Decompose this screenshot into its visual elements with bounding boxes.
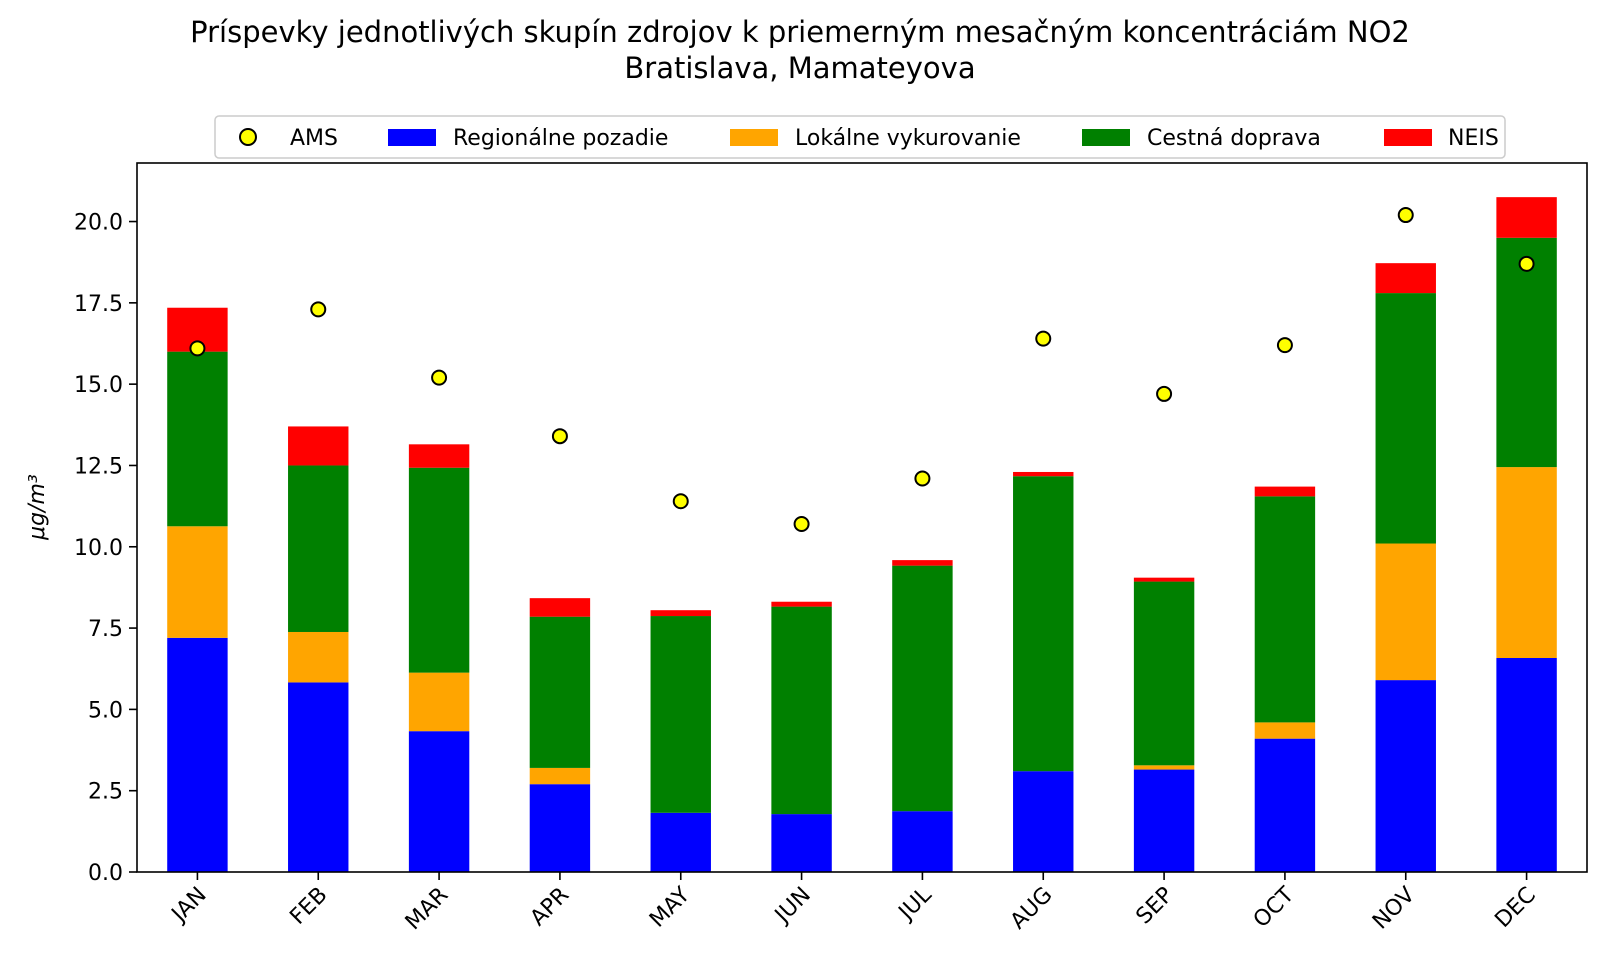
bar-aug-series-3 (1013, 476, 1074, 772)
bar-jan-series-2 (167, 526, 228, 638)
legend-swatch-2 (730, 129, 778, 146)
y-tick-label: 0.0 (88, 861, 123, 886)
legend-swatch-1 (388, 129, 436, 146)
legend-label-2: Lokálne vykurovanie (795, 126, 1021, 151)
bar-jun-series-4 (771, 601, 832, 607)
y-tick-label: 10.0 (74, 536, 123, 561)
bar-feb-series-3 (288, 465, 349, 632)
bar-sep-series-4 (1133, 577, 1195, 582)
y-tick-label: 5.0 (88, 698, 123, 723)
ams-point-feb (310, 301, 327, 318)
plot-frame (136, 162, 1588, 873)
bar-aug-series-4 (1013, 471, 1074, 477)
x-tick-label-nov: NOV (1368, 883, 1420, 935)
ams-point-apr (551, 428, 568, 445)
legend-box (214, 115, 1506, 159)
y-tick-label: 7.5 (88, 617, 123, 642)
ams-point-jul (914, 470, 931, 487)
y-tick-label: 17.5 (74, 292, 123, 317)
legend-swatch-3 (1082, 129, 1130, 146)
bar-sep-series-2 (1133, 765, 1195, 770)
x-tick-label-apr: APR (526, 883, 575, 932)
ams-point-jan (189, 340, 206, 357)
bar-mar-series-2 (408, 672, 470, 732)
bar-oct-series-2 (1254, 722, 1316, 739)
bar-nov-series-3 (1375, 293, 1436, 544)
ams-point-may (672, 493, 689, 510)
bar-sep-series-1 (1133, 769, 1195, 872)
x-tick-label-mar: MAR (401, 883, 454, 936)
bar-jan-series-3 (167, 351, 228, 527)
legend-label-ams: AMS (290, 126, 338, 151)
x-tick-label-jul: JUL (893, 882, 937, 926)
bar-nov-series-4 (1375, 263, 1436, 294)
chart-title: Príspevky jednotlivých skupín zdrojov k … (190, 15, 1410, 49)
ams-point-mar (431, 369, 448, 386)
bar-may-series-4 (650, 610, 711, 617)
ams-point-jun (793, 516, 810, 532)
x-tick-label-jan: JAN (166, 883, 212, 929)
bar-dec-series-2 (1496, 467, 1557, 658)
x-tick-label-may: MAY (645, 882, 695, 932)
bar-feb-series-1 (288, 682, 349, 872)
bar-mar-series-4 (408, 444, 470, 468)
bar-mar-series-1 (408, 731, 470, 872)
bar-dec-series-1 (1496, 658, 1557, 872)
bar-jun-series-3 (771, 606, 832, 815)
plot-area: 0.0 2.5 5.0 7.5 10.0 12.5 15.0 17.5 20.0 JAN FEB MA… (74, 162, 1588, 936)
legend: AMS Regionálne pozadie Lokálne vykurovanie… (214, 115, 1506, 159)
bar-apr-series-3 (529, 616, 591, 768)
y-tick-label: 2.5 (88, 780, 123, 805)
x-tick-label-jun: JUN (769, 883, 816, 930)
x-tick-label-sep: SEP (1132, 883, 1179, 930)
y-tick-label: 20.0 (74, 211, 123, 236)
legend-label-4: NEIS (1448, 126, 1499, 151)
x-tick-label-feb: FEB (285, 883, 332, 930)
y-axis-label: μg/m³ (25, 474, 50, 541)
y-tick-label: 12.5 (74, 454, 123, 479)
x-tick-label-dec: DEC (1490, 883, 1540, 933)
ams-point-dec (1518, 255, 1535, 272)
bar-aug-series-1 (1013, 771, 1074, 872)
bar-apr-series-4 (529, 598, 591, 617)
bar-feb-series-4 (288, 426, 349, 466)
bar-apr-series-2 (529, 767, 591, 785)
bar-apr-series-1 (529, 784, 591, 872)
x-tick-label-aug: AUG (1006, 883, 1058, 935)
bar-jun-series-1 (771, 814, 832, 872)
legend-marker-ams (239, 128, 257, 146)
chart-subtitle: Bratislava, Mamateyova (624, 51, 975, 85)
bar-may-series-3 (650, 616, 711, 813)
legend-label-3: Cestná doprava (1147, 126, 1321, 151)
bar-mar-series-3 (408, 467, 470, 673)
bar-jul-series-4 (892, 560, 953, 566)
legend-swatch-4 (1384, 129, 1432, 146)
bar-oct-series-1 (1254, 738, 1316, 872)
y-tick-label: 15.0 (74, 373, 123, 398)
ams-point-sep (1156, 385, 1173, 402)
ams-point-nov (1397, 207, 1414, 224)
x-tick-label-oct: OCT (1249, 882, 1300, 933)
bar-dec-series-3 (1496, 237, 1557, 468)
bar-oct-series-4 (1254, 486, 1316, 497)
bar-jul-series-1 (892, 811, 953, 872)
bar-nov-series-1 (1375, 680, 1436, 872)
legend-label-1: Regionálne pozadie (453, 126, 668, 151)
bar-nov-series-2 (1375, 543, 1436, 681)
bar-feb-series-2 (288, 631, 349, 683)
ams-point-oct (1276, 337, 1293, 354)
bar-may-series-1 (650, 812, 711, 872)
bar-dec-series-4 (1496, 197, 1557, 238)
bar-sep-series-3 (1133, 581, 1195, 766)
ams-point-aug (1035, 330, 1052, 347)
bar-oct-series-3 (1254, 496, 1316, 723)
bar-jul-series-3 (892, 565, 953, 812)
bar-jan-series-1 (167, 637, 228, 872)
